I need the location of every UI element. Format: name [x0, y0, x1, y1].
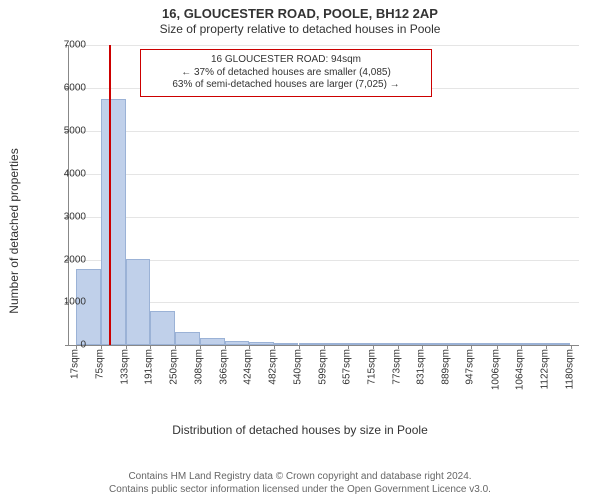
- x-tick-label: 17sqm: [70, 349, 81, 379]
- y-tick-mark: [65, 345, 69, 346]
- x-tick-label: 599sqm: [317, 349, 328, 385]
- histogram-bar: [101, 99, 126, 345]
- x-tick-label: 773sqm: [391, 349, 402, 385]
- x-tick-label: 1006sqm: [490, 349, 501, 390]
- grid-line: [69, 131, 579, 132]
- x-tick-label: 889sqm: [440, 349, 451, 385]
- x-tick-label: 657sqm: [342, 349, 353, 385]
- histogram-bar: [546, 343, 571, 345]
- chart-subtitle: Size of property relative to detached ho…: [0, 22, 600, 37]
- x-tick-label: 250sqm: [169, 349, 180, 385]
- annotation-line-2: ← 37% of detached houses are smaller (4,…: [145, 67, 427, 80]
- histogram-bar: [175, 332, 200, 345]
- histogram-bar: [299, 343, 324, 345]
- annotation-line-1: 16 GLOUCESTER ROAD: 94sqm: [145, 54, 427, 67]
- chart-area: Number of detached properties 0 1000 2000 3…: [0, 41, 600, 421]
- x-tick-label: 133sqm: [119, 349, 130, 385]
- y-tick-label: 4000: [64, 168, 86, 179]
- histogram-bar: [200, 338, 225, 346]
- histogram-bar: [497, 343, 522, 345]
- x-tick-label: 191sqm: [144, 349, 155, 385]
- grid-line: [69, 174, 579, 175]
- x-tick-label: 947sqm: [465, 349, 476, 385]
- x-tick-label: 831sqm: [416, 349, 427, 385]
- property-marker-line: [109, 45, 111, 345]
- x-tick-label: 75sqm: [94, 349, 105, 379]
- histogram-bar: [150, 311, 175, 345]
- x-tick-label: 482sqm: [267, 349, 278, 385]
- histogram-bar: [373, 343, 398, 345]
- histogram-bar: [447, 343, 472, 345]
- chart-title: 16, GLOUCESTER ROAD, POOLE, BH12 2AP: [0, 0, 600, 22]
- grid-line: [69, 45, 579, 46]
- histogram-bar: [324, 343, 349, 345]
- annotation-line-3: 63% of semi-detached houses are larger (…: [145, 79, 427, 92]
- histogram-bar: [225, 341, 250, 345]
- footer-line-2: Contains public sector information licen…: [0, 483, 600, 496]
- y-tick-label: 6000: [64, 83, 86, 94]
- x-tick-label: 424sqm: [243, 349, 254, 385]
- histogram-bar: [249, 342, 274, 346]
- histogram-bar: [398, 343, 423, 345]
- y-tick-label: 5000: [64, 125, 86, 136]
- histogram-bar: [521, 343, 546, 345]
- y-tick-label: 1000: [64, 297, 86, 308]
- x-tick-label: 1064sqm: [515, 349, 526, 390]
- y-tick-label: 7000: [64, 40, 86, 51]
- x-tick-label: 1180sqm: [564, 349, 575, 389]
- x-tick-label: 1122sqm: [539, 349, 550, 389]
- y-tick-label: 0: [80, 340, 86, 351]
- property-size-chart: 16, GLOUCESTER ROAD, POOLE, BH12 2AP Siz…: [0, 0, 600, 500]
- x-tick-label: 540sqm: [292, 349, 303, 385]
- histogram-bar: [422, 343, 447, 345]
- annotation-box: 16 GLOUCESTER ROAD: 94sqm ← 37% of detac…: [140, 49, 432, 97]
- histogram-bar: [126, 259, 151, 346]
- x-axis-label: Distribution of detached houses by size …: [0, 423, 600, 437]
- histogram-bar: [274, 343, 299, 346]
- x-tick-label: 715sqm: [366, 349, 377, 385]
- footer-line-1: Contains HM Land Registry data © Crown c…: [0, 470, 600, 483]
- x-tick-label: 308sqm: [193, 349, 204, 385]
- y-axis-label: Number of detached properties: [7, 149, 21, 314]
- y-tick-label: 3000: [64, 211, 86, 222]
- x-tick-label: 366sqm: [218, 349, 229, 385]
- footer-text: Contains HM Land Registry data © Crown c…: [0, 470, 600, 496]
- y-tick-label: 2000: [64, 254, 86, 265]
- histogram-bar: [471, 343, 496, 345]
- histogram-bar: [348, 343, 373, 345]
- grid-line: [69, 217, 579, 218]
